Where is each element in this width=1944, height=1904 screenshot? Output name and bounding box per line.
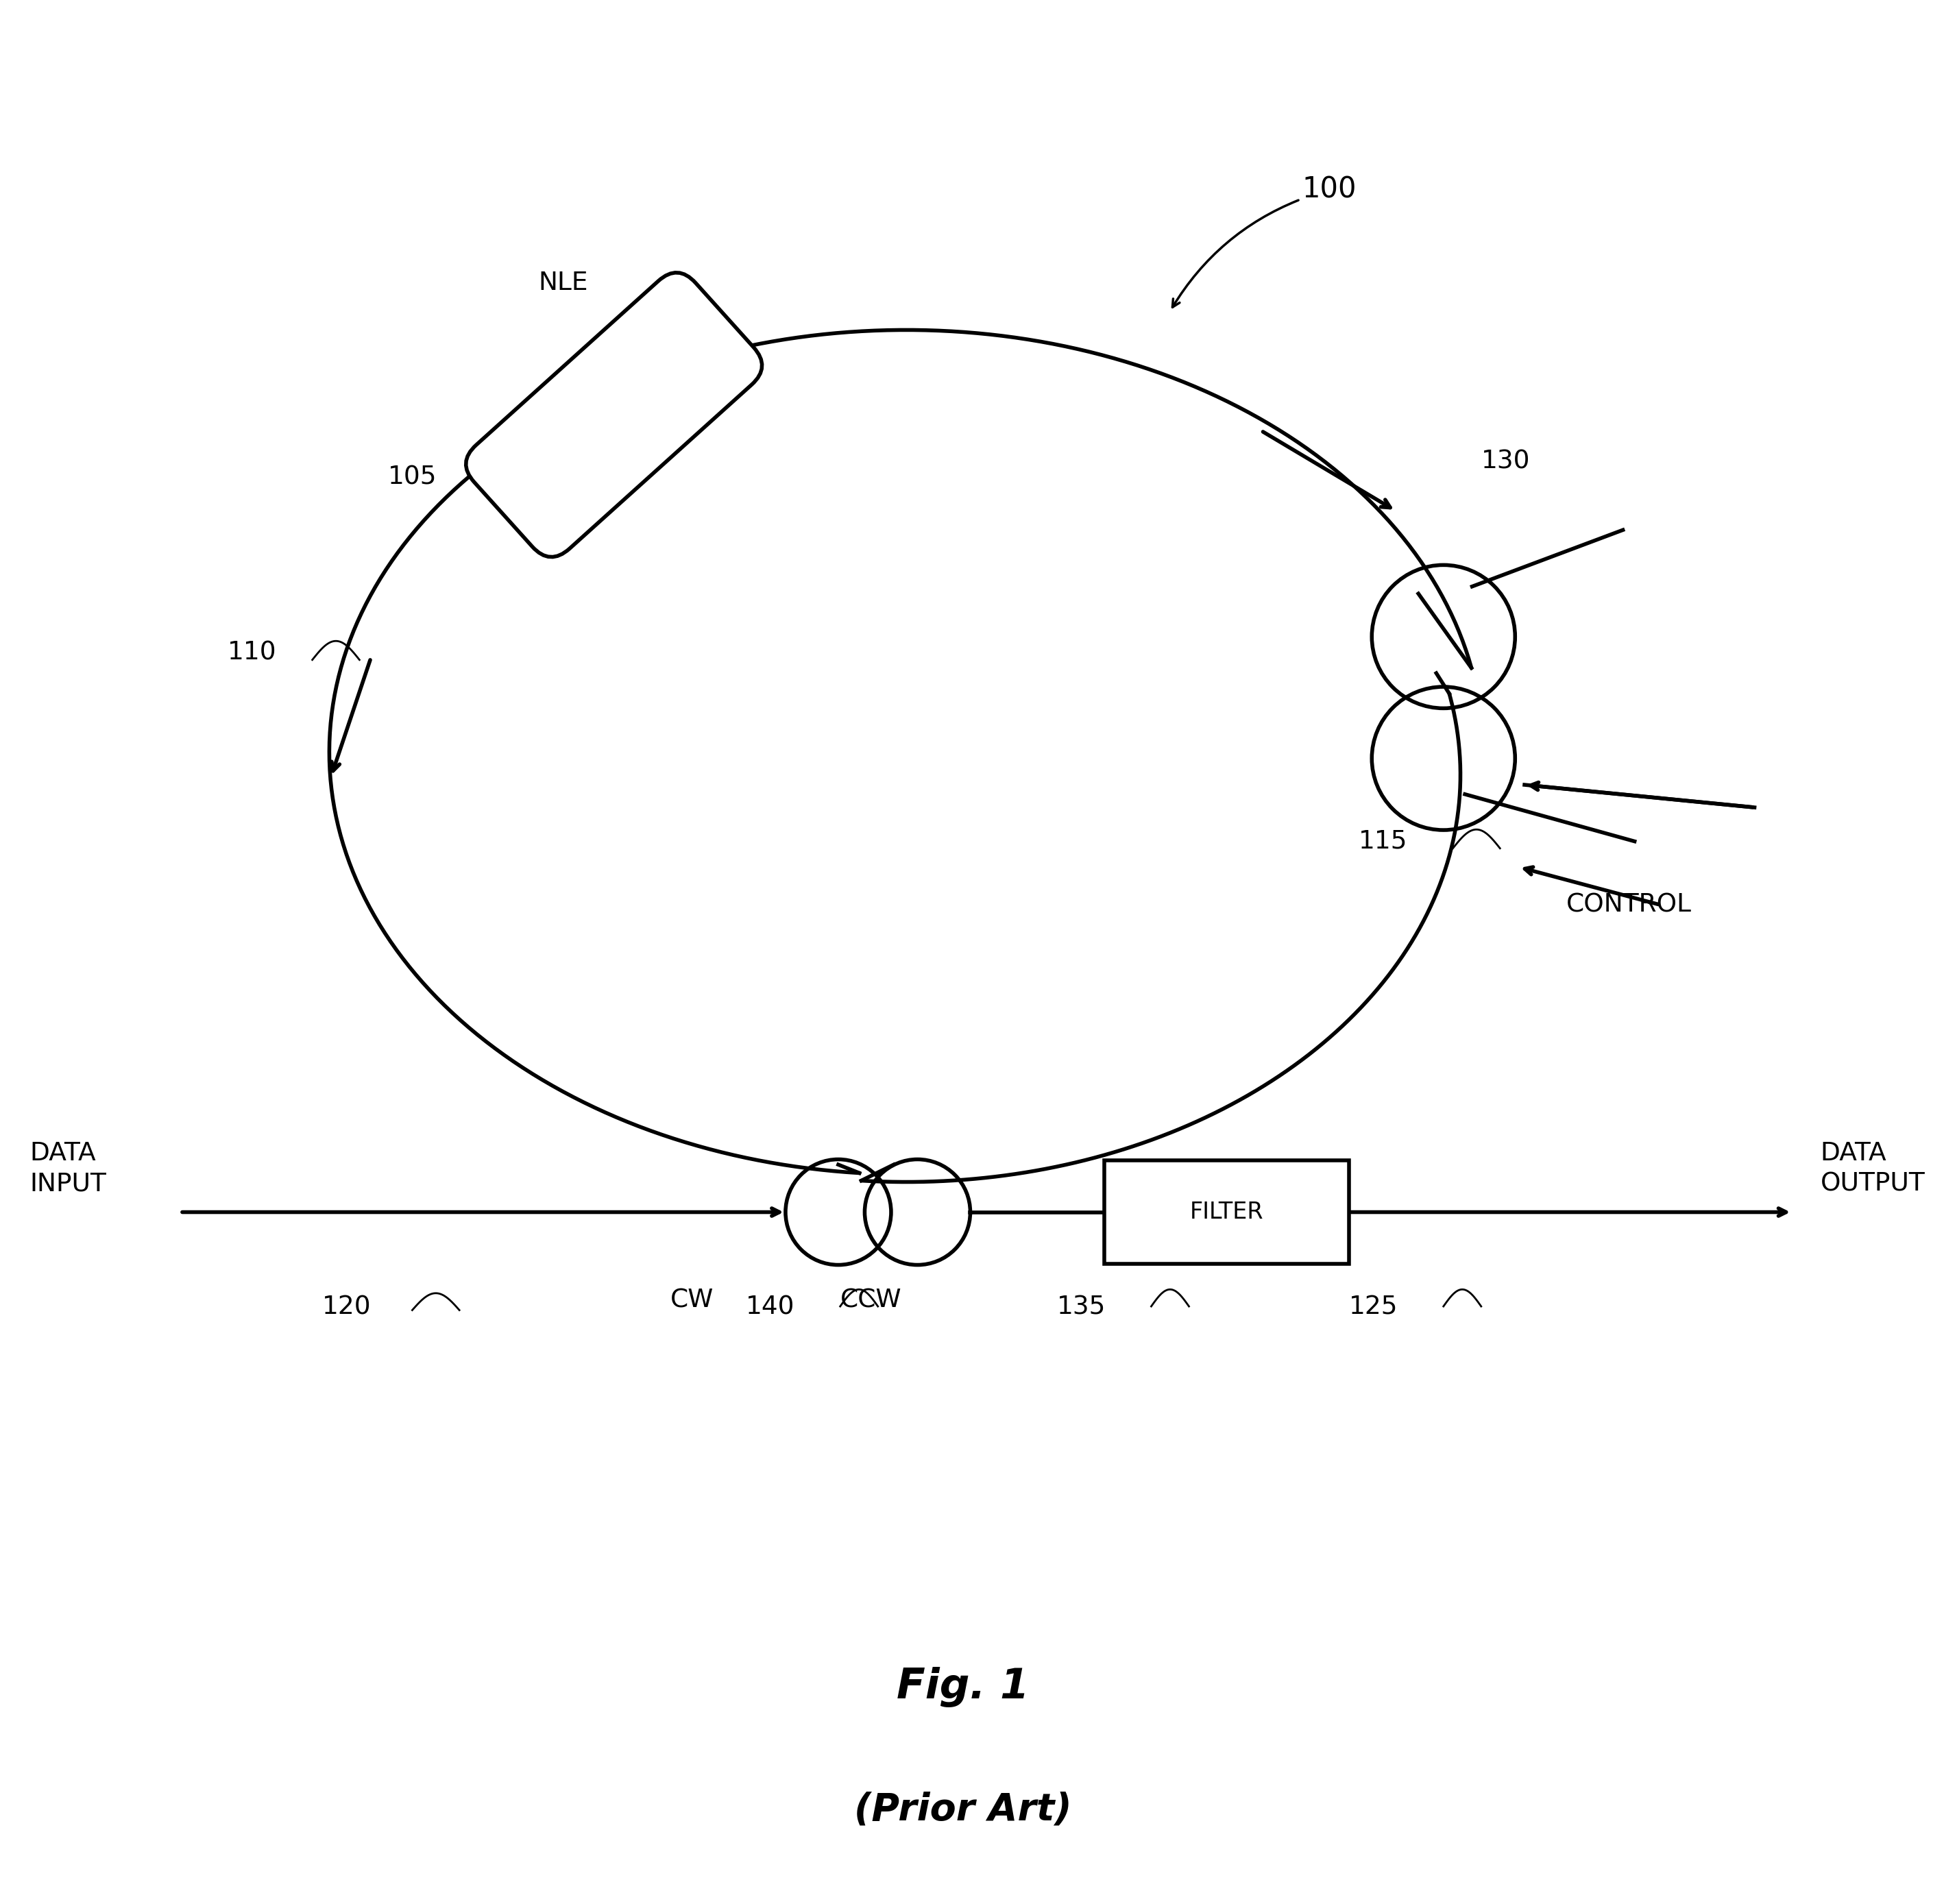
Text: DATA
INPUT: DATA INPUT	[29, 1140, 107, 1196]
Text: CCW: CCW	[840, 1289, 902, 1314]
Text: (Prior Art): (Prior Art)	[853, 1792, 1071, 1828]
Text: 125: 125	[1349, 1295, 1398, 1319]
Text: 110: 110	[227, 640, 276, 664]
Text: 120: 120	[323, 1295, 371, 1319]
Text: Fig. 1: Fig. 1	[896, 1666, 1028, 1708]
Text: 115: 115	[1359, 828, 1407, 853]
Text: CONTROL: CONTROL	[1567, 893, 1691, 918]
Text: 135: 135	[1058, 1295, 1106, 1319]
Text: 105: 105	[387, 465, 437, 489]
Text: NLE: NLE	[538, 270, 589, 295]
Text: 140: 140	[746, 1295, 795, 1319]
Text: CW: CW	[671, 1289, 713, 1314]
FancyBboxPatch shape	[467, 272, 762, 558]
Text: 100: 100	[1172, 175, 1357, 307]
Text: 130: 130	[1481, 449, 1530, 474]
Bar	[1104, 1160, 1349, 1264]
Text: FILTER: FILTER	[1190, 1201, 1264, 1224]
Text: DATA
OUTPUT: DATA OUTPUT	[1820, 1140, 1925, 1196]
